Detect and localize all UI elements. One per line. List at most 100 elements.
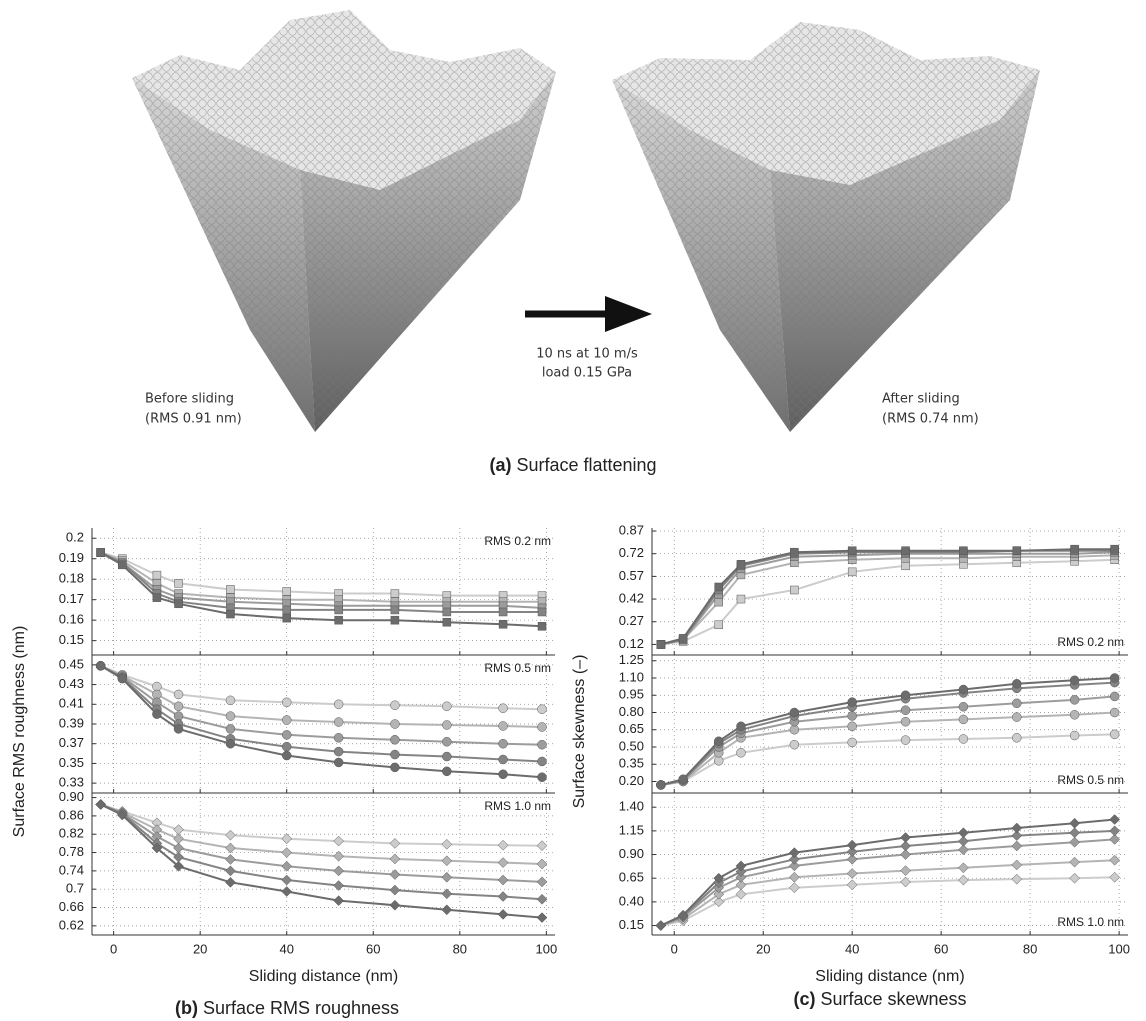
y-tick-label: 0.78 xyxy=(59,844,84,859)
marker xyxy=(790,725,799,734)
marker xyxy=(282,698,291,707)
marker xyxy=(789,883,799,893)
marker xyxy=(847,880,857,890)
marker xyxy=(174,724,183,733)
y-tick-label: 0.87 xyxy=(619,522,644,537)
marker xyxy=(901,691,910,700)
marker xyxy=(959,547,967,555)
marker xyxy=(174,825,184,835)
marker xyxy=(715,621,723,629)
series-line xyxy=(661,713,1115,786)
series-line xyxy=(661,734,1115,785)
marker xyxy=(334,866,344,876)
marker xyxy=(153,571,161,579)
marker xyxy=(537,913,547,923)
marker xyxy=(1070,828,1080,838)
marker xyxy=(334,851,344,861)
marker xyxy=(174,843,184,853)
y-tick-label: 0.35 xyxy=(619,756,644,771)
marker xyxy=(334,896,344,906)
marker xyxy=(283,614,291,622)
y-tick-label: 0.50 xyxy=(619,738,644,753)
marker xyxy=(736,748,745,757)
x-tick-label: 100 xyxy=(1108,941,1130,956)
marker xyxy=(442,767,451,776)
marker xyxy=(1110,826,1120,836)
series-line xyxy=(661,560,1115,645)
marker xyxy=(958,875,968,885)
marker xyxy=(175,579,183,587)
y-tick-label: 0.42 xyxy=(619,590,644,605)
caption: (c)Surface skewness xyxy=(793,989,966,1009)
y-tick-label: 1.40 xyxy=(619,799,644,814)
marker xyxy=(789,872,799,882)
y-tick-label: 0.95 xyxy=(619,687,644,702)
marker xyxy=(789,848,799,858)
marker xyxy=(499,704,508,713)
marker xyxy=(334,836,344,846)
series-line xyxy=(101,553,542,627)
marker xyxy=(334,733,343,742)
marker xyxy=(442,720,451,729)
marker xyxy=(1110,730,1119,739)
marker xyxy=(714,756,723,765)
panel-annotation: RMS 0.5 nm xyxy=(1057,773,1124,787)
series-line xyxy=(661,552,1115,644)
marker xyxy=(226,739,235,748)
marker xyxy=(334,881,344,891)
marker xyxy=(848,722,857,731)
marker xyxy=(225,866,235,876)
marker xyxy=(902,547,910,555)
marker xyxy=(97,549,105,557)
marker xyxy=(538,773,547,782)
marker xyxy=(282,861,292,871)
marker xyxy=(225,830,235,840)
y-tick-label: 0.41 xyxy=(59,696,84,711)
marker xyxy=(225,843,235,853)
marker xyxy=(1110,855,1120,865)
marker xyxy=(226,712,235,721)
marker xyxy=(538,757,547,766)
marker xyxy=(901,877,911,887)
marker xyxy=(1012,874,1022,884)
y-tick-label: 0.57 xyxy=(619,568,644,583)
y-tick-label: 0.27 xyxy=(619,613,644,628)
caption-label: (c) xyxy=(793,989,815,1009)
marker xyxy=(958,828,968,838)
x-tick-label: 80 xyxy=(1023,941,1037,956)
y-tick-label: 0.72 xyxy=(619,545,644,560)
marker xyxy=(226,585,234,593)
marker xyxy=(1110,872,1120,882)
marker xyxy=(174,852,184,862)
panel-annotation: RMS 1.0 nm xyxy=(484,799,551,813)
marker xyxy=(390,701,399,710)
before-label: Before sliding xyxy=(145,392,234,407)
y-tick-label: 0.74 xyxy=(59,862,84,877)
marker xyxy=(537,859,547,869)
marker xyxy=(390,763,399,772)
marker xyxy=(848,711,857,720)
x-tick-label: 60 xyxy=(934,941,948,956)
caption-text: Surface flattening xyxy=(516,455,656,475)
marker xyxy=(538,608,546,616)
marker xyxy=(1012,679,1021,688)
y-tick-label: 0.18 xyxy=(59,571,84,586)
marker xyxy=(1012,713,1021,722)
series-line xyxy=(101,666,542,727)
x-tick-label: 20 xyxy=(756,941,770,956)
marker xyxy=(901,832,911,842)
y-tick-label: 0.62 xyxy=(59,917,84,932)
y-tick-label: 0.37 xyxy=(59,735,84,750)
y-tick-label: 0.65 xyxy=(619,721,644,736)
caption-text: Surface skewness xyxy=(820,989,966,1009)
marker xyxy=(679,634,687,642)
y-tick-label: 0.16 xyxy=(59,612,84,627)
series-line xyxy=(101,805,542,846)
marker xyxy=(1070,676,1079,685)
y-tick-label: 0.2 xyxy=(66,530,84,545)
marker xyxy=(226,724,235,733)
marker xyxy=(1012,860,1022,870)
marker xyxy=(790,740,799,749)
marker xyxy=(390,735,399,744)
marker xyxy=(390,870,400,880)
